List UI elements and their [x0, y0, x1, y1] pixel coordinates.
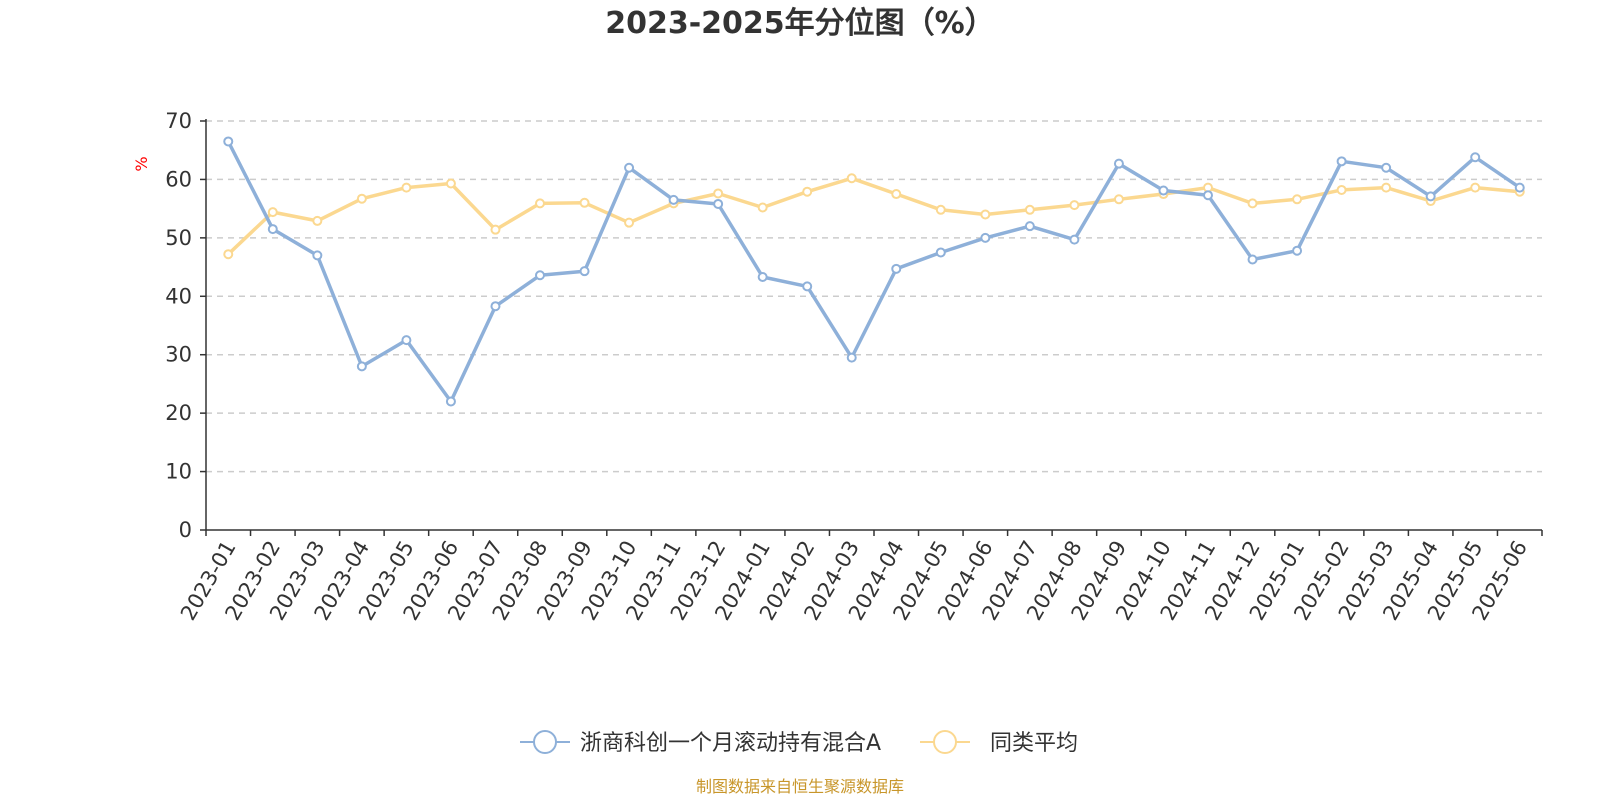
series-point-1 [1381, 182, 1392, 193]
series-point-1 [1292, 194, 1303, 205]
series-point-0 [356, 361, 367, 372]
series-point-1 [1113, 194, 1124, 205]
grid-lines [206, 120, 1542, 473]
series-point-0 [1381, 162, 1392, 173]
series-point-0 [490, 301, 501, 312]
series-point-0 [1024, 221, 1035, 232]
series-point-0 [802, 281, 813, 292]
series-line-0 [226, 140, 1521, 404]
series-point-0 [891, 263, 902, 274]
series-point-1 [1247, 198, 1258, 209]
x-tick-labels: 2023-012023-022023-032023-042023-052023-… [176, 537, 1532, 625]
series-point-1 [802, 186, 813, 197]
series-point-1 [1024, 204, 1035, 215]
series-point-0 [1336, 156, 1347, 167]
series-point-0 [1425, 191, 1436, 202]
series-point-0 [1069, 234, 1080, 245]
legend-label: 同类平均 [990, 731, 1078, 756]
series-point-0 [980, 232, 991, 243]
series-point-0 [401, 335, 412, 346]
legend-swatch-marker [533, 730, 557, 754]
series-point-1 [223, 249, 234, 260]
series-point-0 [267, 224, 278, 235]
series-point-0 [757, 272, 768, 283]
y-tick-labels: 0 10 20 30 40 50 60 70 [165, 109, 192, 542]
y-tick-label: 20 [165, 401, 192, 425]
series-point-0 [312, 250, 323, 261]
legend-swatch-marker [933, 730, 957, 754]
series-point-0 [1203, 190, 1213, 201]
series-point-0 [1470, 152, 1481, 163]
axes [200, 119, 1543, 536]
series-point-0 [713, 198, 724, 209]
series-point-1 [846, 173, 857, 184]
series-point-0 [1514, 182, 1525, 193]
y-tick-label: 50 [165, 226, 192, 250]
legend-label: 浙商科创一个月滚动持有混合A [580, 731, 881, 756]
series-point-1 [980, 209, 991, 220]
series-point-1 [935, 204, 946, 215]
series-point-0 [1292, 245, 1303, 256]
chart-title: 2023-2025年分位图（%） [605, 6, 995, 41]
series-point-1 [445, 178, 456, 189]
series-point-1 [579, 197, 590, 208]
series-point-0 [535, 270, 545, 281]
series-point-0 [624, 162, 635, 173]
series-point-1 [356, 193, 367, 204]
series-point-1 [1336, 184, 1347, 195]
series-point-0 [579, 266, 590, 277]
series-point-1 [312, 215, 323, 226]
series-point-0 [935, 247, 946, 258]
series-point-1 [490, 224, 501, 235]
series-point-0 [1158, 185, 1169, 196]
series-line-1 [227, 176, 1520, 256]
y-tick-label: 60 [165, 167, 192, 191]
data-source-note: 制图数据来自恒生聚源数据库 [696, 777, 904, 796]
series-point-1 [1470, 182, 1481, 193]
series-point-1 [535, 198, 545, 209]
series-lines [223, 136, 1525, 407]
y-tick-label: 10 [165, 460, 192, 484]
series-point-1 [401, 182, 412, 193]
series-point-1 [267, 207, 278, 218]
y-axis-label: % [132, 156, 151, 171]
y-tick-label: 70 [165, 109, 192, 133]
series-point-0 [668, 194, 679, 205]
y-tick-label: 0 [179, 518, 192, 542]
series-point-0 [445, 396, 456, 407]
series-point-0 [1247, 254, 1258, 265]
series-point-1 [624, 217, 635, 228]
series-point-0 [846, 352, 857, 363]
series-point-1 [891, 189, 902, 200]
y-tick-label: 40 [165, 284, 192, 308]
series-point-0 [1113, 158, 1124, 169]
series-point-1 [1069, 200, 1080, 211]
series-point-0 [223, 136, 234, 147]
y-tick-label: 30 [165, 343, 192, 367]
series-point-1 [757, 202, 768, 213]
series-point-1 [713, 188, 724, 199]
legend: 浙商科创一个月滚动持有混合A 同类平均 [520, 730, 1078, 756]
